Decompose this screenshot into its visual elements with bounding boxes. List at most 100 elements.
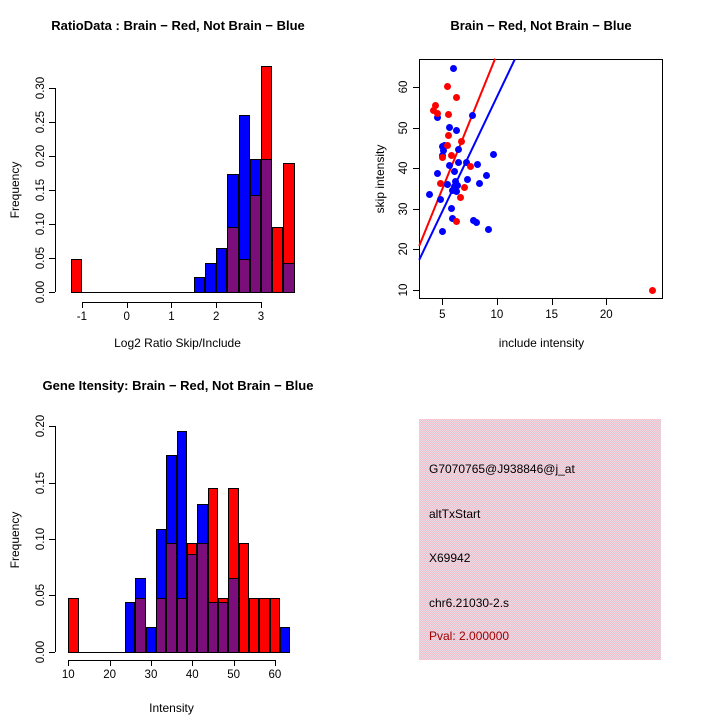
tick-label: 50 — [398, 121, 410, 134]
scatter-point-red — [434, 110, 442, 118]
scatter-point-red — [436, 180, 444, 188]
tick-label: 0.10 — [35, 212, 47, 236]
axis-tick — [81, 302, 83, 308]
axis-tick — [192, 660, 194, 666]
axis-tick — [171, 302, 173, 308]
y-axis-label: skip intensity — [373, 144, 387, 214]
scatter-point-blue — [482, 172, 490, 179]
tick-label: 20 — [398, 242, 410, 256]
axis-tick — [551, 299, 553, 305]
histogram-baseline — [70, 291, 295, 293]
tick-label: 5 — [439, 309, 446, 321]
axis-tick — [49, 88, 55, 90]
scatter-point-blue — [455, 159, 463, 167]
histogram-bar-overlap — [249, 194, 261, 293]
histogram-bar-overlap — [218, 602, 229, 653]
histogram-bar — [68, 597, 79, 653]
tick-label: 20 — [599, 309, 613, 321]
histogram-bar-overlap — [176, 597, 188, 653]
axis-tick — [233, 660, 235, 666]
x-axis-line — [68, 660, 275, 661]
scatter-point-blue — [463, 176, 471, 184]
scatter-point-blue — [453, 187, 460, 195]
scatter-point-blue — [455, 146, 463, 154]
scatter-point-blue — [438, 143, 446, 151]
tick-label: 50 — [227, 669, 241, 681]
scatter-point-blue — [450, 168, 458, 176]
x-axis-label: Intensity — [149, 701, 194, 715]
histogram-bar-overlap — [261, 158, 273, 293]
histogram-bar — [145, 626, 157, 653]
scatter-point-blue — [446, 124, 454, 132]
tick-label: 0.15 — [35, 178, 47, 202]
histogram-bar — [70, 259, 82, 293]
scatter-point-red — [458, 137, 466, 145]
scatter-point-red — [444, 82, 452, 90]
histogram-bar — [272, 227, 284, 293]
scatter-point-blue — [447, 205, 455, 213]
scatter-point-red — [453, 93, 460, 101]
tick-label: 1 — [168, 311, 175, 323]
histogram-bar-overlap — [135, 597, 146, 653]
tick-label: 60 — [398, 80, 410, 94]
scatter-point-blue — [434, 170, 442, 178]
axis-tick — [49, 482, 55, 484]
y-axis-line — [55, 426, 56, 652]
tick-label: 40 — [398, 161, 410, 175]
scatter-panel: Brain − Red, Not Brain − Blue skip inten… — [360, 0, 720, 360]
chart-title: Gene Itensity: Brain − Red, Not Brain − … — [42, 378, 314, 393]
scatter-point-blue — [462, 159, 470, 167]
tick-label: 20 — [103, 669, 117, 681]
axis-tick — [68, 660, 70, 666]
axis-tick — [413, 290, 419, 291]
tick-label: 10 — [398, 283, 410, 297]
x-axis-label: Log2 Ratio Skip/Include — [114, 336, 241, 350]
chromosome-location-text: chr6.21030-2.s — [429, 596, 510, 610]
histogram-bar — [280, 626, 291, 653]
chart-title: Brain − Red, Not Brain − Blue — [450, 18, 632, 33]
probe-id-text: G7070765@J938846@j_at — [429, 462, 575, 476]
tick-label: 0.25 — [35, 110, 47, 134]
axis-tick — [413, 87, 419, 88]
scatter-point-blue — [484, 226, 492, 234]
scatter-point-blue — [453, 127, 460, 135]
scatter-point-blue — [438, 227, 446, 235]
axis-tick — [49, 257, 55, 259]
axis-tick — [606, 299, 608, 305]
scatter-point-blue — [436, 196, 444, 204]
scatter-point-red — [430, 106, 438, 114]
histogram-bar-overlap — [166, 543, 177, 653]
intensity-histogram-panel: Gene Itensity: Brain − Red, Not Brain − … — [0, 360, 360, 720]
axis-tick — [150, 660, 152, 666]
axis-tick — [49, 291, 55, 293]
scatter-point-blue — [451, 177, 459, 185]
scatter-point-red — [438, 153, 446, 161]
scatter-point-red — [467, 163, 475, 171]
scatter-point-red — [648, 286, 656, 294]
scatter-point-red — [460, 184, 468, 192]
histogram-bar-overlap — [156, 597, 167, 653]
scatter-point-blue — [490, 151, 498, 159]
scatter-point-blue — [473, 160, 481, 168]
scatter-point-blue — [434, 113, 442, 121]
scatter-point-red — [444, 141, 452, 149]
tick-label: 2 — [213, 311, 220, 323]
scatter-point-blue — [439, 147, 447, 155]
histogram-bar — [205, 262, 217, 293]
tick-label: 30 — [398, 202, 410, 216]
scatter-point-blue — [472, 219, 480, 227]
x-axis-label: include intensity — [498, 336, 585, 350]
gene-accession-text: X69942 — [429, 551, 471, 565]
scatter-point-blue — [448, 186, 456, 194]
scatter-point-blue — [475, 180, 483, 188]
axis-tick — [49, 122, 55, 124]
info-box-background — [419, 419, 661, 660]
tick-label: 0.20 — [35, 414, 47, 438]
histogram-bar-overlap — [197, 543, 208, 653]
tick-label: 0.05 — [35, 246, 47, 269]
tick-label: 0.00 — [35, 640, 47, 663]
scatter-point-red — [445, 110, 453, 118]
axis-tick — [49, 190, 55, 191]
tick-label: 0.20 — [35, 144, 47, 168]
